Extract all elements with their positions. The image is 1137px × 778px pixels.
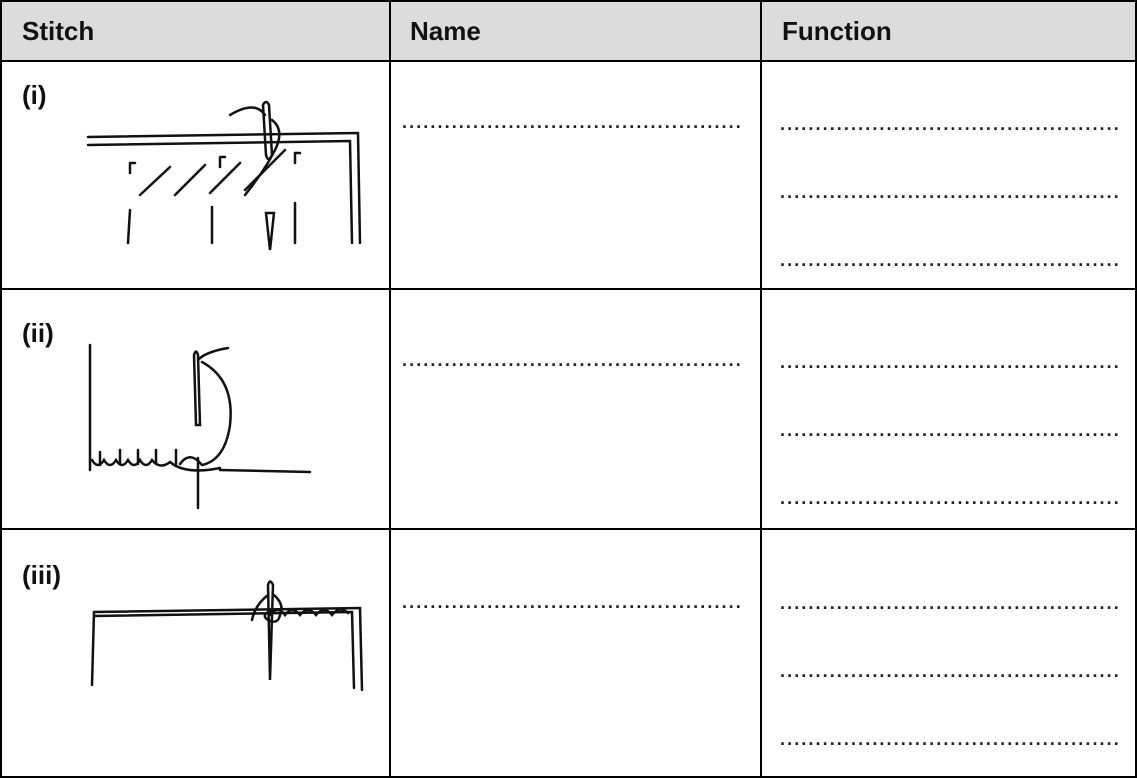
stitch-illustration xyxy=(88,343,312,510)
answer-line: ........................................… xyxy=(780,420,1121,440)
answer-line: ........................................… xyxy=(780,729,1121,749)
rule xyxy=(389,0,391,778)
answer-line: ........................................… xyxy=(780,488,1121,508)
column-header: Function xyxy=(782,16,892,46)
column-header: Stitch xyxy=(22,16,95,46)
answer-line: ........................................… xyxy=(402,350,743,370)
answer-line: ........................................… xyxy=(780,352,1121,372)
rule xyxy=(0,60,1137,62)
rule xyxy=(1135,0,1137,778)
stitch-illustration xyxy=(86,100,362,251)
answer-line: ........................................… xyxy=(402,112,743,132)
answer-line: ........................................… xyxy=(780,250,1121,270)
answer-line: ........................................… xyxy=(402,592,743,612)
answer-line: ........................................… xyxy=(780,114,1121,134)
header-row xyxy=(0,0,1137,62)
rule xyxy=(0,288,1137,290)
row-label: (iii) xyxy=(22,560,61,590)
rule xyxy=(0,0,2,778)
row-label: (ii) xyxy=(22,318,54,348)
rule xyxy=(0,776,1137,778)
column-header: Name xyxy=(410,16,481,46)
rule xyxy=(0,528,1137,530)
answer-line: ........................................… xyxy=(780,593,1121,613)
answer-line: ........................................… xyxy=(780,661,1121,681)
rule xyxy=(0,0,1137,2)
stitch-illustration xyxy=(90,580,364,692)
row-label: (i) xyxy=(22,80,47,110)
answer-line: ........................................… xyxy=(780,182,1121,202)
rule xyxy=(760,0,762,778)
